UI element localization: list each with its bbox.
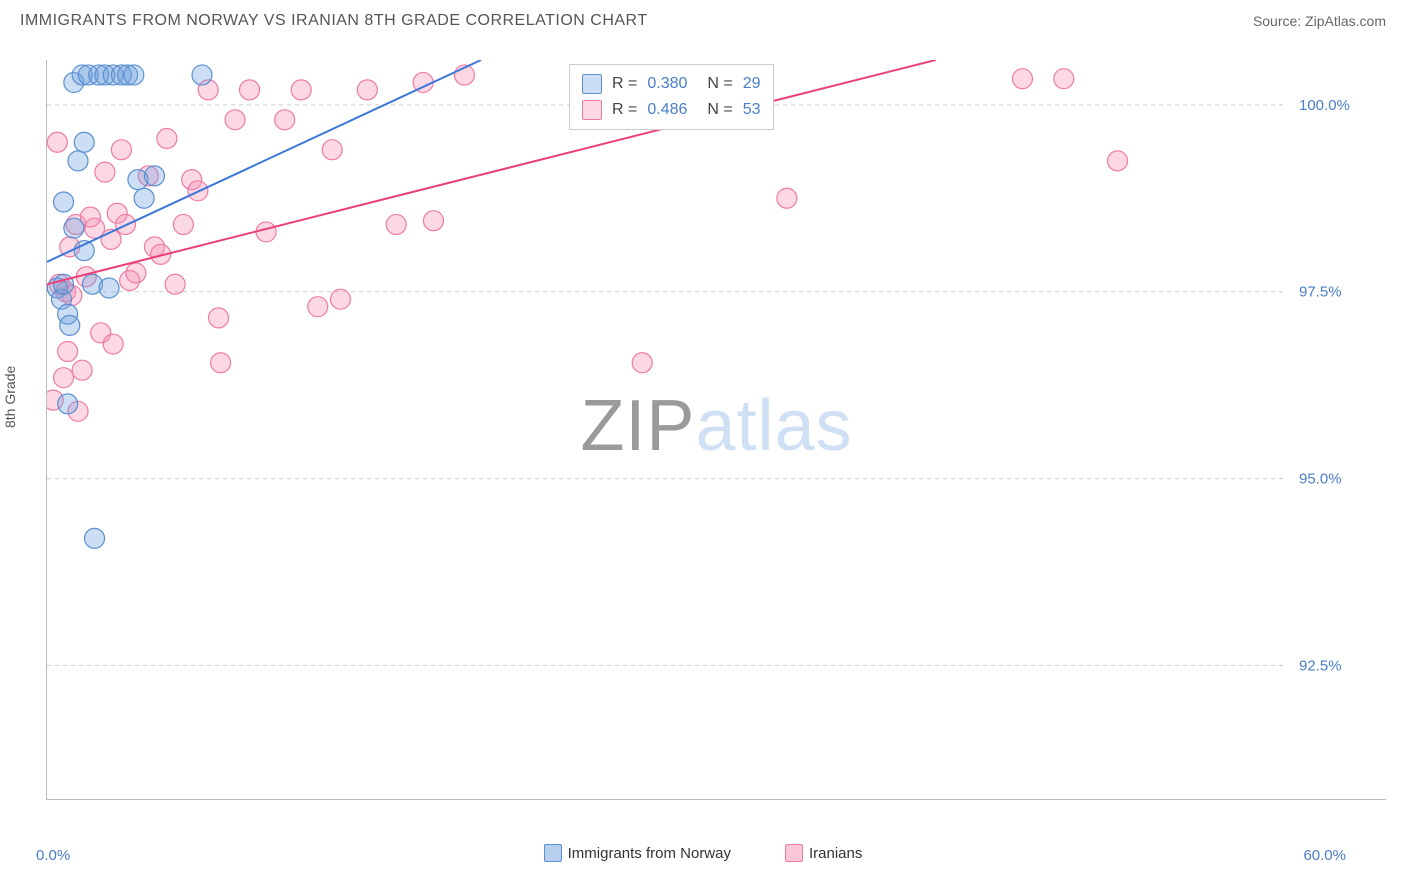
stats-swatch bbox=[582, 100, 602, 120]
stats-r-value: 0.380 bbox=[647, 71, 687, 97]
legend-label-norway: Immigrants from Norway bbox=[568, 845, 731, 862]
stats-row: R = 0.380 N = 29 bbox=[582, 71, 761, 97]
stats-n-value: 29 bbox=[743, 71, 761, 97]
bottom-legend: Immigrants from Norway Iranians bbox=[0, 844, 1406, 862]
svg-text:92.5%: 92.5% bbox=[1299, 657, 1342, 674]
stats-n-label: N = bbox=[707, 71, 732, 97]
legend-item-norway: Immigrants from Norway bbox=[544, 844, 731, 862]
stats-n-value: 53 bbox=[743, 97, 761, 123]
stats-legend: R = 0.380 N = 29 R = 0.486 N = 53 bbox=[569, 64, 774, 130]
legend-swatch-norway bbox=[544, 844, 562, 862]
legend-item-iranians: Iranians bbox=[785, 844, 862, 862]
stats-r-label: R = bbox=[612, 71, 637, 97]
stats-r-label: R = bbox=[612, 97, 637, 123]
chart-source: Source: ZipAtlas.com bbox=[1253, 13, 1386, 29]
legend-label-iranians: Iranians bbox=[809, 845, 862, 862]
legend-swatch-iranians bbox=[785, 844, 803, 862]
svg-text:95.0%: 95.0% bbox=[1299, 471, 1342, 488]
stats-r-value: 0.486 bbox=[647, 97, 687, 123]
y-axis-label: 8th Grade bbox=[2, 366, 18, 428]
chart-plot-area: ZIPatlas 100.0%97.5%95.0%92.5% R = 0.380… bbox=[46, 60, 1386, 800]
svg-text:100.0%: 100.0% bbox=[1299, 97, 1350, 114]
chart-title: IMMIGRANTS FROM NORWAY VS IRANIAN 8TH GR… bbox=[20, 12, 648, 30]
stats-n-label: N = bbox=[707, 97, 732, 123]
stats-swatch bbox=[582, 74, 602, 94]
stats-row: R = 0.486 N = 53 bbox=[582, 97, 761, 123]
svg-text:97.5%: 97.5% bbox=[1299, 284, 1342, 301]
scatter-svg: 100.0% 97.5% 95.0% 92.5% bbox=[47, 60, 1387, 800]
